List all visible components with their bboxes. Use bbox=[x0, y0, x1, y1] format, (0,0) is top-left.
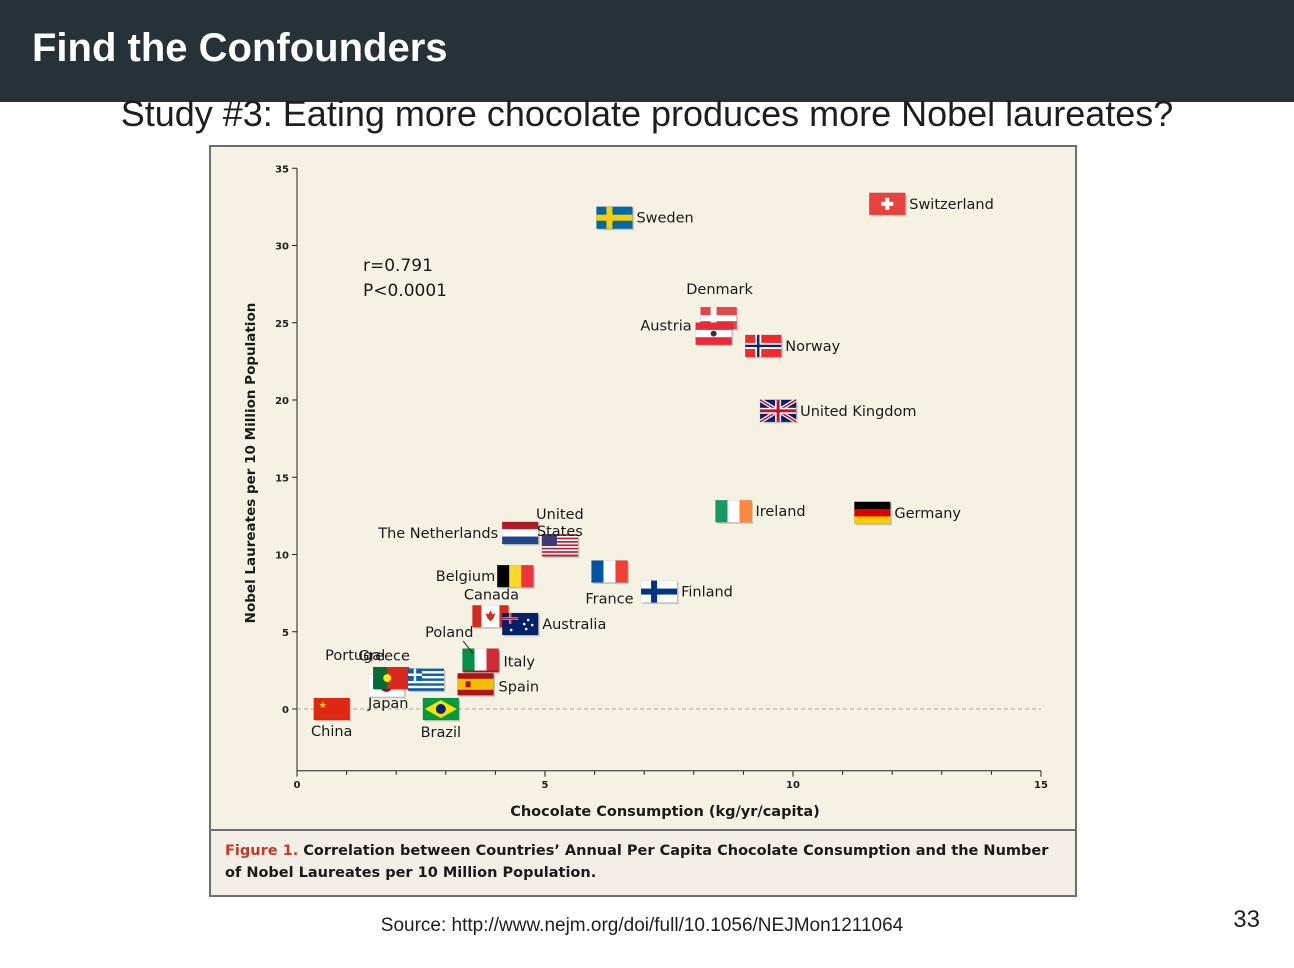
y-tick-label: 10 bbox=[275, 551, 289, 562]
point-label-greece: Greece bbox=[358, 649, 410, 665]
flag-marker-belgium bbox=[496, 564, 535, 589]
point-label-australia: Australia bbox=[542, 617, 606, 633]
point-label-france: France bbox=[585, 591, 633, 607]
scatter-chart: Nobel Laureates per 10 Million Populatio… bbox=[243, 164, 1048, 820]
point-label-uk: United Kingdom bbox=[800, 404, 916, 420]
flag-marker-finland bbox=[640, 580, 679, 605]
source-citation: Source: http://www.nejm.org/doi/full/10.… bbox=[380, 915, 904, 936]
flag-marker-sweden bbox=[596, 206, 634, 231]
y-tick-label: 5 bbox=[282, 628, 289, 639]
point-label-belgium: Belgium bbox=[436, 569, 495, 585]
point-label-norway: Norway bbox=[785, 339, 840, 355]
svg-text:★: ★ bbox=[319, 701, 327, 711]
flag-marker-uk bbox=[759, 398, 798, 424]
y-tick-label: 30 bbox=[275, 242, 289, 253]
y-tick-label: 0 bbox=[282, 705, 289, 716]
point-label-japan: Japan bbox=[367, 696, 408, 712]
point-label-china: China bbox=[311, 724, 352, 740]
figure-caption: Figure 1. Correlation between Countries’… bbox=[211, 829, 1075, 895]
flag-marker-austria bbox=[695, 322, 734, 347]
correlation-r: r=0.791 bbox=[363, 256, 433, 276]
flag-marker-switzerland bbox=[868, 192, 907, 217]
slide-header: Find the Confounders bbox=[0, 0, 1294, 102]
y-tick-label: 15 bbox=[275, 473, 289, 484]
point-label-spain: Spain bbox=[499, 679, 540, 695]
point-label-germany: Germany bbox=[894, 506, 961, 522]
flag-marker-portugal bbox=[372, 666, 411, 691]
figure-panel: Nobel Laureates per 10 Million Populatio… bbox=[209, 145, 1077, 897]
point-label-finland: Finland bbox=[681, 585, 733, 601]
point-label-italy: Italy bbox=[504, 655, 536, 671]
point-label-portugal: Portugal bbox=[325, 648, 385, 664]
point-label-ireland: Ireland bbox=[755, 504, 805, 520]
y-tick-label: 35 bbox=[275, 164, 289, 175]
point-label-denmark: Denmark bbox=[686, 282, 753, 298]
flag-marker-ireland bbox=[715, 499, 753, 524]
x-tick-label: 10 bbox=[786, 780, 800, 791]
correlation-p: P<0.0001 bbox=[363, 281, 447, 301]
flag-marker-norway bbox=[744, 334, 783, 359]
flag-marker-australia bbox=[501, 612, 540, 637]
x-tick-label: 15 bbox=[1034, 780, 1048, 791]
x-tick-label: 5 bbox=[542, 780, 549, 791]
figure-caption-text: Correlation between Countries’ Annual Pe… bbox=[225, 843, 1049, 881]
point-label-austria: Austria bbox=[640, 319, 691, 335]
greece-leader-line bbox=[462, 640, 474, 654]
flag-marker-germany bbox=[854, 501, 892, 526]
flag-marker-france bbox=[591, 560, 629, 584]
point-label-brazil: Brazil bbox=[421, 725, 461, 741]
point-label-canada: Canada bbox=[464, 587, 519, 603]
point-label-sweden: Sweden bbox=[636, 211, 693, 227]
x-axis-label: Chocolate Consumption (kg/yr/capita) bbox=[510, 804, 820, 820]
flag-marker-brazil bbox=[422, 697, 461, 722]
flag-marker-netherlands bbox=[501, 521, 540, 546]
slide-title: Find the Confounders bbox=[32, 26, 448, 70]
figure-caption-label: Figure 1. bbox=[225, 843, 299, 859]
flag-marker-canada bbox=[472, 605, 510, 629]
flag-marker-china: ★ bbox=[313, 697, 352, 722]
point-label-poland: Poland bbox=[425, 625, 473, 641]
point-label-switzerland: Switzerland bbox=[909, 197, 994, 213]
slide-subtitle: Study #3: Eating more chocolate produces… bbox=[120, 93, 1174, 134]
flag-marker-italy bbox=[462, 648, 501, 673]
page-number: 33 bbox=[1233, 906, 1260, 933]
y-tick-label: 20 bbox=[275, 396, 289, 407]
y-axis-label: Nobel Laureates per 10 Million Populatio… bbox=[243, 303, 259, 624]
x-tick-label: 0 bbox=[294, 780, 301, 791]
y-tick-label: 25 bbox=[275, 319, 289, 330]
flag-marker-usa bbox=[541, 533, 580, 558]
point-label-netherlands: The Netherlands bbox=[377, 526, 498, 542]
flag-marker-greece bbox=[407, 668, 446, 693]
point-label-usa: United States bbox=[536, 507, 584, 540]
flag-marker-spain bbox=[457, 673, 496, 697]
